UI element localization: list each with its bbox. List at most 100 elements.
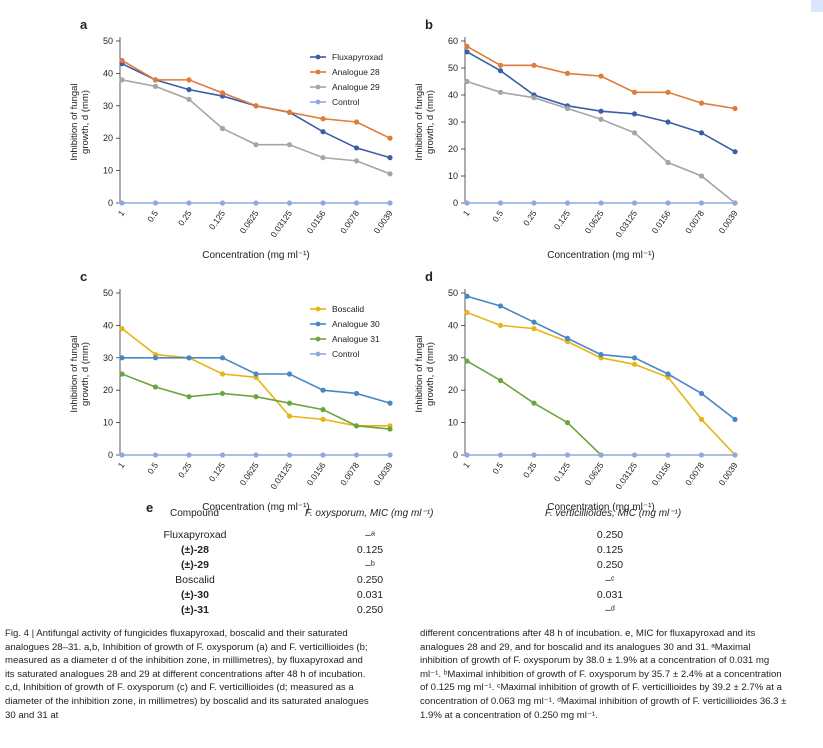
data-point-control [353, 452, 360, 458]
table-row: (±)-29 –ᵇ 0.250 [140, 559, 700, 574]
data-point-boscalid [286, 413, 293, 419]
y-axis-label: Inhibition of fungalgrowth, d (mm) [70, 335, 91, 412]
data-point-analogue-29 [631, 130, 638, 136]
legend-marker [315, 351, 321, 357]
y-tick-label: 10 [103, 166, 113, 176]
series-line-analogue-29 [466, 80, 736, 204]
data-point-analogue-29 [186, 96, 192, 102]
table-cell-oxysporum: 0.250 [356, 574, 384, 586]
table-cell-compound: (±)-29 [181, 559, 209, 571]
caption-left: Fig. 4 | Antifungal activity of fungicid… [5, 628, 369, 721]
data-point-control [253, 200, 259, 206]
data-point-fluxapyroxad [353, 145, 360, 151]
data-point-analogue-29 [598, 116, 604, 122]
x-tick-label: 0.5 [145, 208, 160, 224]
data-point-analogue-29 [464, 78, 470, 85]
data-point-analogue-30 [152, 355, 159, 361]
legend-label: Analogue 29 [332, 82, 380, 92]
data-point-analogue-31 [531, 400, 537, 406]
x-tick-label: 0.0156 [305, 208, 328, 235]
data-point-analogue-29 [497, 89, 504, 95]
table-cell-oxysporum: 0.031 [356, 589, 384, 601]
data-point-control [186, 200, 192, 206]
data-point-control [531, 200, 537, 206]
data-point-analogue-30 [353, 390, 360, 397]
data-point-boscalid [219, 371, 226, 377]
x-tick-label: 0.0625 [583, 460, 606, 487]
table-row: (±)-31 0.250 –ᵈ [140, 604, 700, 619]
data-point-analogue-28 [464, 43, 470, 49]
data-point-analogue-30 [219, 355, 226, 361]
data-point-analogue-29 [531, 95, 537, 101]
series-line-analogue-29 [121, 79, 391, 175]
legend-label: Analogue 31 [332, 334, 380, 344]
table-header-verticillioides: F. verticillioides, MIC (mg ml⁻¹) [545, 508, 682, 519]
x-tick-label: 0.5 [490, 460, 505, 476]
x-tick-label: 0.03125 [613, 460, 639, 491]
data-point-analogue-30 [665, 371, 671, 377]
data-point-analogue-30 [119, 355, 125, 361]
data-point-analogue-28 [320, 116, 326, 122]
table-cell-oxysporum: 0.125 [356, 544, 384, 556]
y-tick-label: 20 [103, 385, 113, 395]
data-point-fluxapyroxad [732, 149, 738, 155]
table-cell-verticillioides: –ᵈ [605, 604, 615, 616]
legend-label: Analogue 28 [332, 67, 380, 77]
x-tick-label: 0.125 [552, 208, 573, 231]
x-tick-label: 0.0625 [583, 208, 606, 235]
table-cell-compound: Boscalid [175, 574, 215, 586]
x-tick-label: 0.0156 [650, 208, 673, 235]
x-tick-label: 0.0156 [650, 460, 673, 487]
panel-letter-b: b [425, 17, 433, 32]
table-cell-verticillioides: –ᶜ [605, 574, 615, 586]
data-point-analogue-28 [497, 62, 504, 68]
data-point-control [564, 452, 571, 458]
table-header-oxysporum: F. oxysporum, MIC (mg ml⁻¹) [305, 508, 434, 519]
data-point-boscalid [119, 326, 125, 332]
table-row: Fluxapyroxad –ᵃ 0.250 [140, 529, 700, 544]
legend-label: Analogue 30 [332, 319, 380, 329]
chart-c: 0 10 20 30 40 50 Inhibition of fungalgrowth, d… [69, 288, 395, 513]
legend-marker [315, 336, 321, 342]
legend-marker [315, 306, 321, 312]
y-tick-label: 50 [448, 63, 458, 73]
data-point-control [286, 452, 293, 458]
data-point-analogue-28 [253, 103, 259, 109]
data-point-control [531, 452, 537, 458]
data-point-analogue-30 [186, 355, 192, 361]
x-tick-label: 1 [116, 460, 127, 470]
x-tick-label: 0.25 [176, 208, 194, 228]
x-tick-label: 0.0625 [238, 208, 261, 235]
data-point-control [464, 452, 470, 458]
data-point-boscalid [698, 416, 705, 422]
data-point-boscalid [320, 416, 326, 422]
x-tick-label: 0.25 [176, 460, 194, 480]
corner-marker [811, 0, 823, 12]
data-point-analogue-31 [119, 371, 125, 377]
data-point-fluxapyroxad [631, 111, 638, 117]
data-point-analogue-31 [253, 394, 259, 400]
table-cell-compound: Fluxapyroxad [163, 529, 227, 541]
data-point-analogue-28 [531, 62, 537, 68]
x-axis-label: Concentration (mg ml⁻¹) [547, 250, 655, 261]
data-point-fluxapyroxad [665, 119, 671, 125]
data-point-analogue-29 [564, 105, 571, 112]
data-point-control [598, 452, 604, 458]
y-tick-label: 40 [448, 90, 458, 100]
data-point-control [186, 452, 192, 458]
x-axis-label: Concentration (mg ml⁻¹) [547, 502, 655, 513]
data-point-fluxapyroxad [186, 87, 192, 93]
data-point-analogue-29 [253, 142, 259, 148]
table-cell-compound: (±)-30 [181, 589, 209, 601]
chart-panel-d: d 0 10 20 30 40 50 Inhibition of fungalgrowth,… [414, 267, 765, 517]
data-point-boscalid [631, 361, 638, 367]
data-point-analogue-28 [219, 90, 226, 96]
data-point-control [219, 452, 226, 458]
data-point-boscalid [497, 322, 504, 328]
chart-d: 0 10 20 30 40 50 Inhibition of fungalgrowth, d… [414, 288, 740, 513]
legend-label: Control [332, 97, 360, 107]
data-point-analogue-31 [219, 390, 226, 397]
data-point-analogue-31 [497, 377, 504, 384]
data-point-control [698, 200, 705, 206]
series-line-analogue-31 [466, 360, 602, 456]
